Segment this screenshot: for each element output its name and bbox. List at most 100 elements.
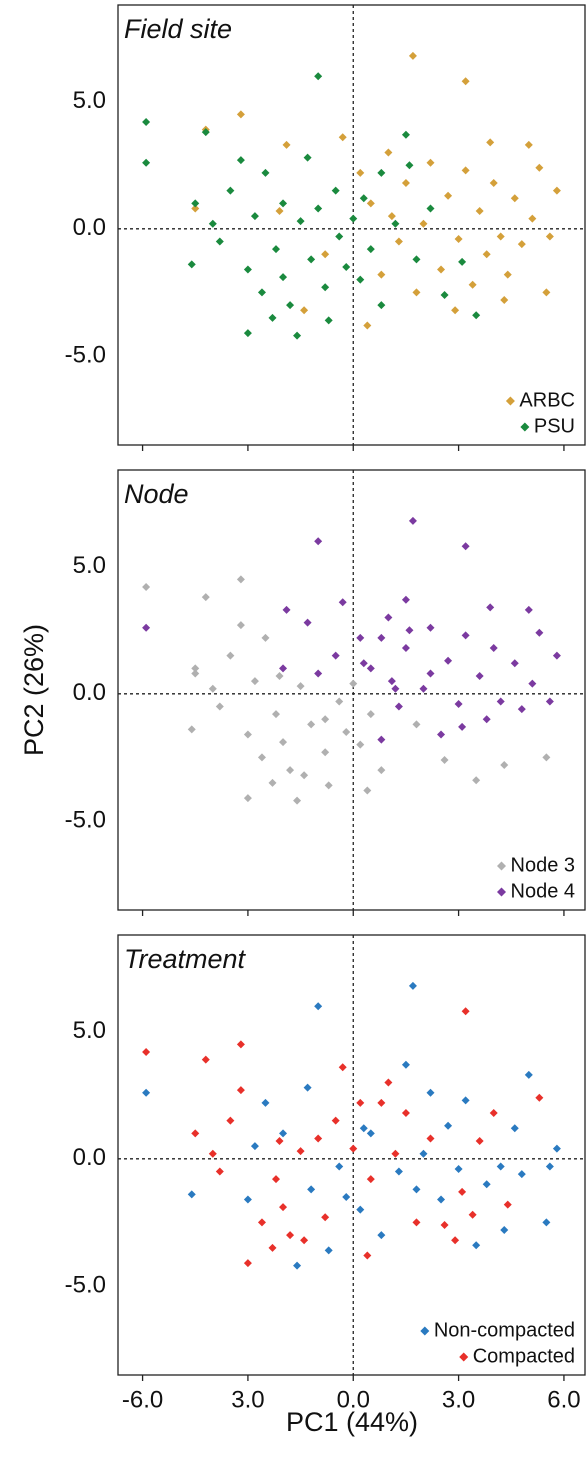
point: [401, 644, 410, 653]
legend-label: Compacted: [473, 1345, 575, 1367]
point: [510, 659, 519, 668]
point: [426, 1088, 435, 1097]
point: [142, 158, 151, 167]
point: [545, 232, 554, 241]
point: [384, 1078, 393, 1087]
point: [545, 1162, 554, 1171]
point: [286, 766, 295, 775]
point: [517, 705, 526, 714]
point: [461, 77, 470, 86]
point: [437, 265, 446, 274]
point: [408, 516, 417, 525]
point: [349, 1144, 358, 1153]
point: [524, 1070, 533, 1079]
point: [303, 153, 312, 162]
point: [377, 168, 386, 177]
y-tick-label: -5.0: [65, 1271, 106, 1298]
y-tick-label: 5.0: [73, 552, 106, 579]
point: [377, 301, 386, 310]
point: [236, 156, 245, 165]
point: [314, 72, 323, 81]
point: [261, 633, 270, 642]
point: [426, 623, 435, 632]
point: [500, 296, 509, 305]
point: [293, 331, 302, 340]
point: [489, 1109, 498, 1118]
point: [405, 161, 414, 170]
point: [208, 684, 217, 693]
point: [243, 794, 252, 803]
point: [335, 697, 344, 706]
point: [296, 682, 305, 691]
x-tick-label: 3.0: [231, 1386, 264, 1413]
point: [401, 130, 410, 139]
point: [366, 245, 375, 254]
y-tick-label: 0.0: [73, 1144, 106, 1171]
point: [377, 1231, 386, 1240]
point: [257, 1218, 266, 1227]
point: [342, 1192, 351, 1201]
point: [496, 1162, 505, 1171]
point: [489, 644, 498, 653]
point: [542, 1218, 551, 1227]
legend-label: ARBC: [519, 389, 575, 411]
point: [226, 651, 235, 660]
point: [454, 1164, 463, 1173]
point: [468, 1210, 477, 1219]
point: [356, 275, 365, 284]
point: [475, 1137, 484, 1146]
point: [366, 1129, 375, 1138]
point: [215, 702, 224, 711]
plot-frame: [117, 4, 586, 446]
point: [282, 140, 291, 149]
y-tick-label: -5.0: [65, 341, 106, 368]
point: [257, 753, 266, 762]
legend-label: Node 3: [511, 854, 576, 876]
point: [401, 1060, 410, 1069]
point: [335, 1162, 344, 1171]
point: [458, 722, 467, 731]
point: [363, 321, 372, 330]
point: [475, 207, 484, 216]
point: [268, 313, 277, 322]
legend-marker: [420, 1326, 430, 1336]
point: [440, 755, 449, 764]
point: [236, 621, 245, 630]
point: [243, 1259, 252, 1268]
point: [440, 290, 449, 299]
point: [408, 981, 417, 990]
point: [331, 1116, 340, 1125]
point: [296, 1147, 305, 1156]
point: [408, 51, 417, 60]
point: [321, 250, 330, 259]
y-tick-label: 5.0: [73, 1017, 106, 1044]
point: [426, 669, 435, 678]
point: [187, 260, 196, 269]
point: [482, 715, 491, 724]
point: [472, 1241, 481, 1250]
point: [243, 265, 252, 274]
point: [250, 1142, 259, 1151]
point: [286, 1231, 295, 1240]
legend-marker: [459, 1352, 469, 1362]
point: [272, 245, 281, 254]
point: [342, 262, 351, 271]
point: [451, 1236, 460, 1245]
point: [236, 1040, 245, 1049]
point: [387, 212, 396, 221]
point: [552, 1144, 561, 1153]
point: [412, 1185, 421, 1194]
point: [272, 1175, 281, 1184]
point: [191, 669, 200, 678]
point: [307, 1185, 316, 1194]
point: [377, 633, 386, 642]
point: [321, 715, 330, 724]
point: [444, 656, 453, 665]
point: [226, 186, 235, 195]
point: [324, 781, 333, 790]
point: [458, 1187, 467, 1196]
point: [475, 672, 484, 681]
point: [535, 1093, 544, 1102]
point: [496, 697, 505, 706]
point: [201, 128, 210, 137]
